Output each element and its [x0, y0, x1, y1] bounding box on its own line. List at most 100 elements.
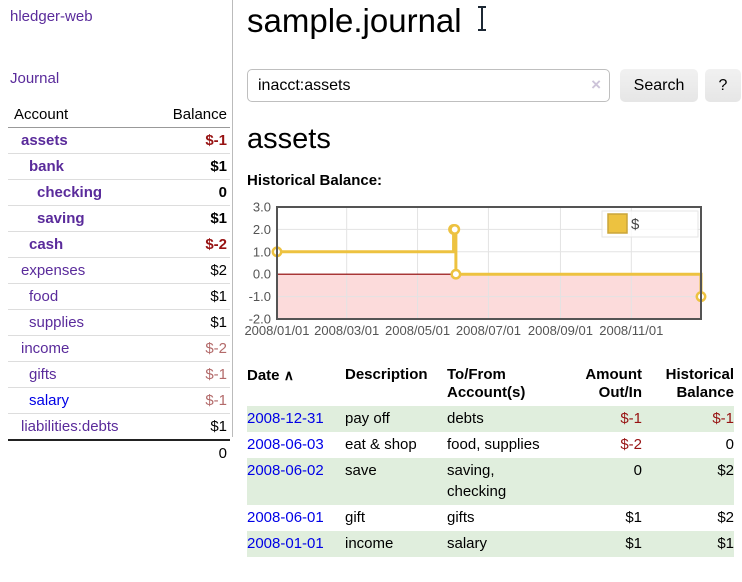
account-balance: $1	[149, 309, 230, 336]
y-tick-label: 0.0	[253, 267, 271, 282]
x-tick-label: 2008/11/01	[599, 323, 663, 338]
transaction-amount: 0	[633, 462, 642, 479]
sidebar: hledger-web Journal Account Balance asse…	[0, 0, 233, 466]
accounts-total-value: 0	[149, 439, 230, 466]
transaction-balance: 0	[725, 436, 734, 453]
account-link-saving[interactable]: saving	[37, 210, 85, 227]
transaction-amount: $1	[625, 535, 642, 552]
accounts-col-balance: Balance	[149, 103, 230, 128]
col-date[interactable]: Date ∧	[247, 367, 294, 384]
account-balance: $2	[149, 257, 230, 284]
account-row: expenses $2	[8, 257, 230, 284]
transaction-date-link[interactable]: 2008-01-01	[247, 535, 324, 552]
clear-search-icon[interactable]: ×	[591, 75, 601, 94]
y-tick-label: 2.0	[253, 222, 271, 237]
account-row: cash $-2	[8, 231, 230, 258]
transaction-description: income	[345, 535, 394, 552]
col-amount: Amount Out/In	[585, 366, 642, 401]
sidebar-item-journal[interactable]: Journal	[10, 70, 60, 87]
accounts-table: Account Balance assets $-1 bank $1 check…	[8, 103, 230, 466]
account-link-assets[interactable]: assets	[21, 132, 68, 149]
account-balance: $-1	[149, 387, 230, 414]
account-balance: $-2	[149, 231, 230, 258]
account-row: supplies $1	[8, 309, 230, 336]
transaction-balance: $1	[717, 535, 734, 552]
account-balance: $1	[149, 205, 230, 232]
transaction-date-link[interactable]: 2008-12-31	[247, 410, 324, 427]
transaction-accounts: debts	[447, 410, 484, 427]
account-row: food $1	[8, 283, 230, 310]
search-button[interactable]: Search	[620, 69, 698, 102]
account-balance: $-1	[149, 127, 230, 154]
chart-title: Historical Balance:	[247, 172, 383, 189]
register-row: 2008-01-01 income salary $1 $1	[247, 531, 734, 557]
transaction-accounts: food, supplies	[447, 436, 540, 453]
x-tick-label: 2008/09/01	[528, 323, 593, 338]
account-row: salary $-1	[8, 387, 230, 414]
col-tofrom: To/From Account(s)	[447, 366, 526, 401]
account-balance: $-1	[149, 361, 230, 388]
register-row: 2008-12-31 pay off debts $-1 $-1	[247, 406, 734, 432]
data-point-marker	[450, 268, 462, 280]
legend-swatch-icon	[607, 213, 628, 234]
account-link-gifts[interactable]: gifts	[29, 366, 57, 383]
transaction-description: save	[345, 462, 377, 479]
account-link-bank[interactable]: bank	[29, 158, 65, 175]
transaction-balance: $2	[717, 509, 734, 526]
legend-label: $	[631, 216, 640, 233]
account-link-food[interactable]: food	[29, 288, 59, 305]
search-form: × Search ?	[247, 69, 741, 102]
x-tick-label: 2008/03/01	[314, 323, 379, 338]
accounts-total-row: 0	[8, 439, 230, 466]
account-row: bank $1	[8, 153, 230, 180]
register-table: Date ∧ Description To/From Account(s) Am…	[247, 364, 734, 557]
transaction-accounts: saving, checking	[447, 462, 507, 500]
transaction-amount: $1	[625, 509, 642, 526]
col-balance: Historical Balance	[665, 366, 734, 401]
y-tick-label: -1.0	[249, 289, 271, 304]
help-button[interactable]: ?	[705, 69, 741, 102]
transaction-date-link[interactable]: 2008-06-02	[247, 462, 324, 479]
col-description: Description	[345, 366, 428, 383]
account-balance: $1	[149, 413, 230, 440]
account-balance: $1	[149, 283, 230, 310]
search-input[interactable]	[247, 69, 610, 102]
account-row: assets $-1	[8, 127, 230, 154]
transaction-balance: $-1	[712, 410, 734, 427]
transaction-description: pay off	[345, 410, 390, 427]
transaction-date-link[interactable]: 2008-06-01	[247, 509, 324, 526]
sort-asc-icon: ∧	[283, 367, 294, 383]
x-tick-label: 2008/01/01	[244, 323, 309, 338]
page-title: sample.journal	[247, 2, 462, 39]
transaction-accounts: gifts	[447, 509, 475, 526]
account-link-salary[interactable]: salary	[29, 392, 70, 409]
account-row: saving $1	[8, 205, 230, 232]
account-balance: 0	[149, 179, 230, 206]
text-cursor	[478, 6, 486, 31]
accounts-header-row: Account Balance	[8, 103, 230, 128]
account-balance: $1	[149, 153, 230, 180]
account-row: checking 0	[8, 179, 230, 206]
accounts-col-account: Account	[8, 103, 150, 128]
account-row: gifts $-1	[8, 361, 230, 388]
account-link-expenses[interactable]: expenses	[21, 262, 86, 279]
account-link-liabilities-debts[interactable]: liabilities:debts	[21, 418, 119, 435]
brand-link[interactable]: hledger-web	[10, 8, 93, 25]
x-tick-label: 2008/05/01	[385, 323, 450, 338]
account-link-cash[interactable]: cash	[29, 236, 64, 253]
y-tick-label: 1.0	[253, 244, 271, 259]
transaction-description: eat & shop	[345, 436, 417, 453]
transaction-description: gift	[345, 509, 366, 526]
transaction-amount: $-2	[620, 436, 642, 453]
register-row: 2008-06-01 gift gifts $1 $2	[247, 505, 734, 531]
account-row: income $-2	[8, 335, 230, 362]
plot-border	[276, 206, 702, 320]
account-link-checking[interactable]: checking	[37, 184, 103, 201]
transaction-balance: $2	[717, 462, 734, 479]
account-link-income[interactable]: income	[21, 340, 70, 357]
transaction-date-link[interactable]: 2008-06-03	[247, 436, 324, 453]
x-tick-label: 2008/07/01	[456, 323, 521, 338]
account-link-supplies[interactable]: supplies	[29, 314, 85, 331]
